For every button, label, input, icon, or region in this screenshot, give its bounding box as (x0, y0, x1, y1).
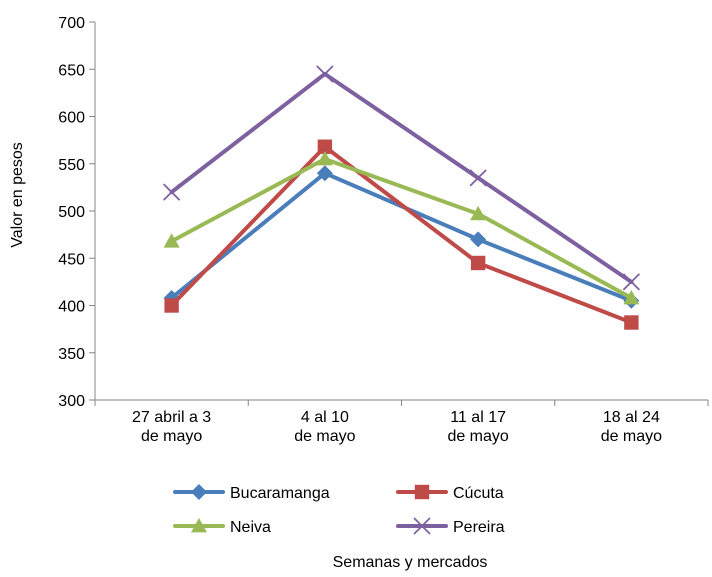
y-tick-label: 600 (58, 110, 85, 127)
data-point (316, 165, 333, 182)
axes: 300 350 400 450 500 550 600 650 700 27 abril a 3 d… (58, 15, 709, 445)
x-tick-label-line: 4 al 10 (301, 409, 349, 426)
x-axis-title: Semanas y mercados (333, 554, 488, 571)
series-c-cuta (164, 139, 639, 330)
data-point (164, 298, 179, 313)
x-tick-label-line: de mayo (141, 428, 202, 445)
data-point (162, 183, 181, 201)
data-point (316, 65, 334, 83)
legend-label: Bucaramanga (230, 485, 330, 502)
x-tick-label: 27 abril a 3 de mayo (132, 409, 211, 445)
data-point (191, 484, 207, 500)
x-tick-label: 4 al 10 de mayo (294, 409, 355, 445)
x-tick-label-line: 27 abril a 3 (132, 409, 211, 426)
data-point (470, 205, 487, 221)
series-line (169, 157, 634, 300)
y-tick-label: 350 (58, 346, 85, 363)
y-tick-label: 450 (58, 251, 85, 268)
data-point-stroke (162, 183, 181, 201)
series-pereira (162, 65, 641, 291)
data-point (470, 231, 487, 248)
y-axis-title: Valor en pesos (9, 142, 26, 248)
data-point-stroke (622, 273, 641, 291)
data-point (624, 315, 639, 330)
legend-label: Pereira (453, 519, 505, 536)
data-point (470, 255, 486, 271)
data-point-stroke (469, 169, 487, 187)
data-point (163, 233, 180, 248)
series-line (169, 144, 634, 325)
x-tick-label-line: de mayo (601, 428, 662, 445)
data-point (622, 273, 641, 291)
data-point (317, 139, 333, 154)
y-tick-label: 700 (58, 15, 85, 32)
x-tick-label: 18 al 24 de mayo (601, 409, 662, 445)
legend-item: Neiva (173, 518, 271, 536)
legend-item: Pereira (396, 517, 505, 536)
y-tick-label: 300 (58, 393, 85, 410)
y-tick-label: 400 (58, 299, 85, 316)
data-point-stroke (316, 65, 334, 83)
x-tick-label-line: de mayo (447, 428, 508, 445)
data-point-stroke (413, 517, 431, 535)
series-neiva (163, 151, 640, 305)
data-point (414, 484, 430, 500)
y-tick-label: 650 (58, 62, 85, 79)
x-tick-label-line: de mayo (294, 428, 355, 445)
legend-item: Cúcuta (396, 484, 504, 502)
y-tick-label: 500 (58, 204, 85, 221)
data-point (469, 169, 487, 187)
data-point (191, 518, 207, 533)
x-tick-label-line: 11 al 17 (450, 409, 506, 426)
legend-label: Cúcuta (453, 485, 504, 502)
y-tick-label: 550 (58, 157, 85, 174)
x-tick-label: 11 al 17 de mayo (447, 409, 508, 445)
series-layer (162, 65, 641, 330)
series-line (169, 71, 634, 284)
legend-item: Bucaramanga (173, 484, 330, 502)
legend-label: Neiva (230, 519, 271, 536)
x-tick-label-line: 18 al 24 (603, 409, 660, 426)
data-point (413, 517, 431, 535)
data-point (316, 151, 333, 166)
data-point (623, 289, 640, 305)
legend: Bucaramanga Cúcuta Neiva Pereira (173, 484, 505, 536)
